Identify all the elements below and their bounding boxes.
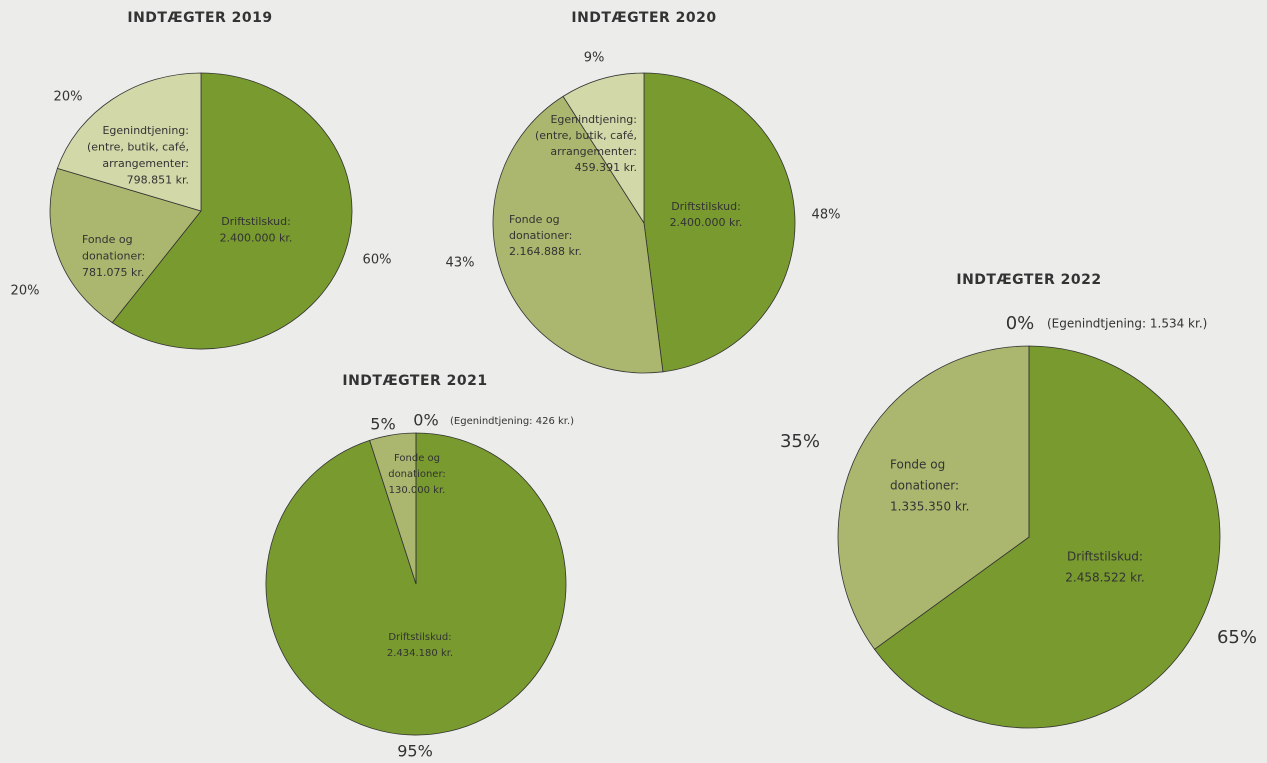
pie-slice <box>562 72 645 225</box>
slice-label: 459.391 kr. <box>575 161 637 174</box>
slice-label: 2.400.000 kr. <box>220 232 293 245</box>
slice-label: Egenindtjening: <box>102 124 189 137</box>
percent-label: 48% <box>812 208 841 223</box>
slice-label: Driftstilskud: <box>1067 550 1143 564</box>
slice-label: 2.458.522 kr. <box>1065 571 1144 585</box>
slice-label: (Egenindtjening: 1.534 kr.) <box>1047 317 1207 331</box>
percent-label: 20% <box>54 90 83 105</box>
slice-label: 2.400.000 kr. <box>670 216 743 229</box>
chart-title: INDTÆGTER 2022 <box>956 272 1101 288</box>
pie-slice <box>49 167 202 324</box>
slice-label: 2.164.888 kr. <box>509 245 582 258</box>
slice-label: arrangementer: <box>550 145 637 158</box>
pie-slice <box>56 72 202 212</box>
slice-label: donationer: <box>890 479 959 493</box>
percent-label: 60% <box>363 253 392 268</box>
chart-title: INDTÆGTER 2019 <box>127 10 272 26</box>
percent-label: 5% <box>370 415 395 434</box>
slice-label: donationer: <box>388 469 446 480</box>
percent-label: 9% <box>584 51 605 66</box>
slice-label: Driftstilskud: <box>221 215 291 228</box>
slice-label: Driftstilskud: <box>388 632 451 643</box>
slice-label: donationer: <box>82 250 145 263</box>
slice-label: Fonde og <box>394 453 440 464</box>
slice-label: Fonde og <box>890 458 945 472</box>
pie-slice <box>873 345 1221 729</box>
slice-label: (entre, butik, café, <box>87 141 189 154</box>
slice-label: arrangementer: <box>102 157 189 170</box>
chart-title: INDTÆGTER 2021 <box>342 373 487 389</box>
percent-label: 0% <box>413 411 438 430</box>
slice-label: 798.851 kr. <box>127 174 189 187</box>
slice-label: Fonde og <box>509 213 560 226</box>
pie-slice <box>643 72 796 373</box>
slice-label: (Egenindtjening: 426 kr.) <box>450 416 574 427</box>
pie-slice <box>837 345 1030 650</box>
slice-label: Fonde og <box>82 233 133 246</box>
slice-label: 2.434.180 kr. <box>387 648 453 659</box>
slice-label: Egenindtjening: <box>550 113 637 126</box>
chart-title: INDTÆGTER 2020 <box>571 10 716 26</box>
percent-label: 43% <box>446 256 475 271</box>
slice-label: 781.075 kr. <box>82 266 144 279</box>
slice-label: 1.335.350 kr. <box>890 500 969 514</box>
slice-label: 130.000 kr. <box>389 485 446 496</box>
percent-label: 35% <box>780 431 820 452</box>
slice-label: (entre, butik, café, <box>535 129 637 142</box>
percent-label: 95% <box>397 742 433 761</box>
percent-label: 65% <box>1217 627 1257 648</box>
percent-label: 0% <box>1006 313 1035 334</box>
slice-label: Driftstilskud: <box>671 200 741 213</box>
pie-slice <box>492 95 664 374</box>
percent-label: 20% <box>11 284 40 299</box>
pie-slice <box>111 72 353 350</box>
slice-label: donationer: <box>509 229 572 242</box>
